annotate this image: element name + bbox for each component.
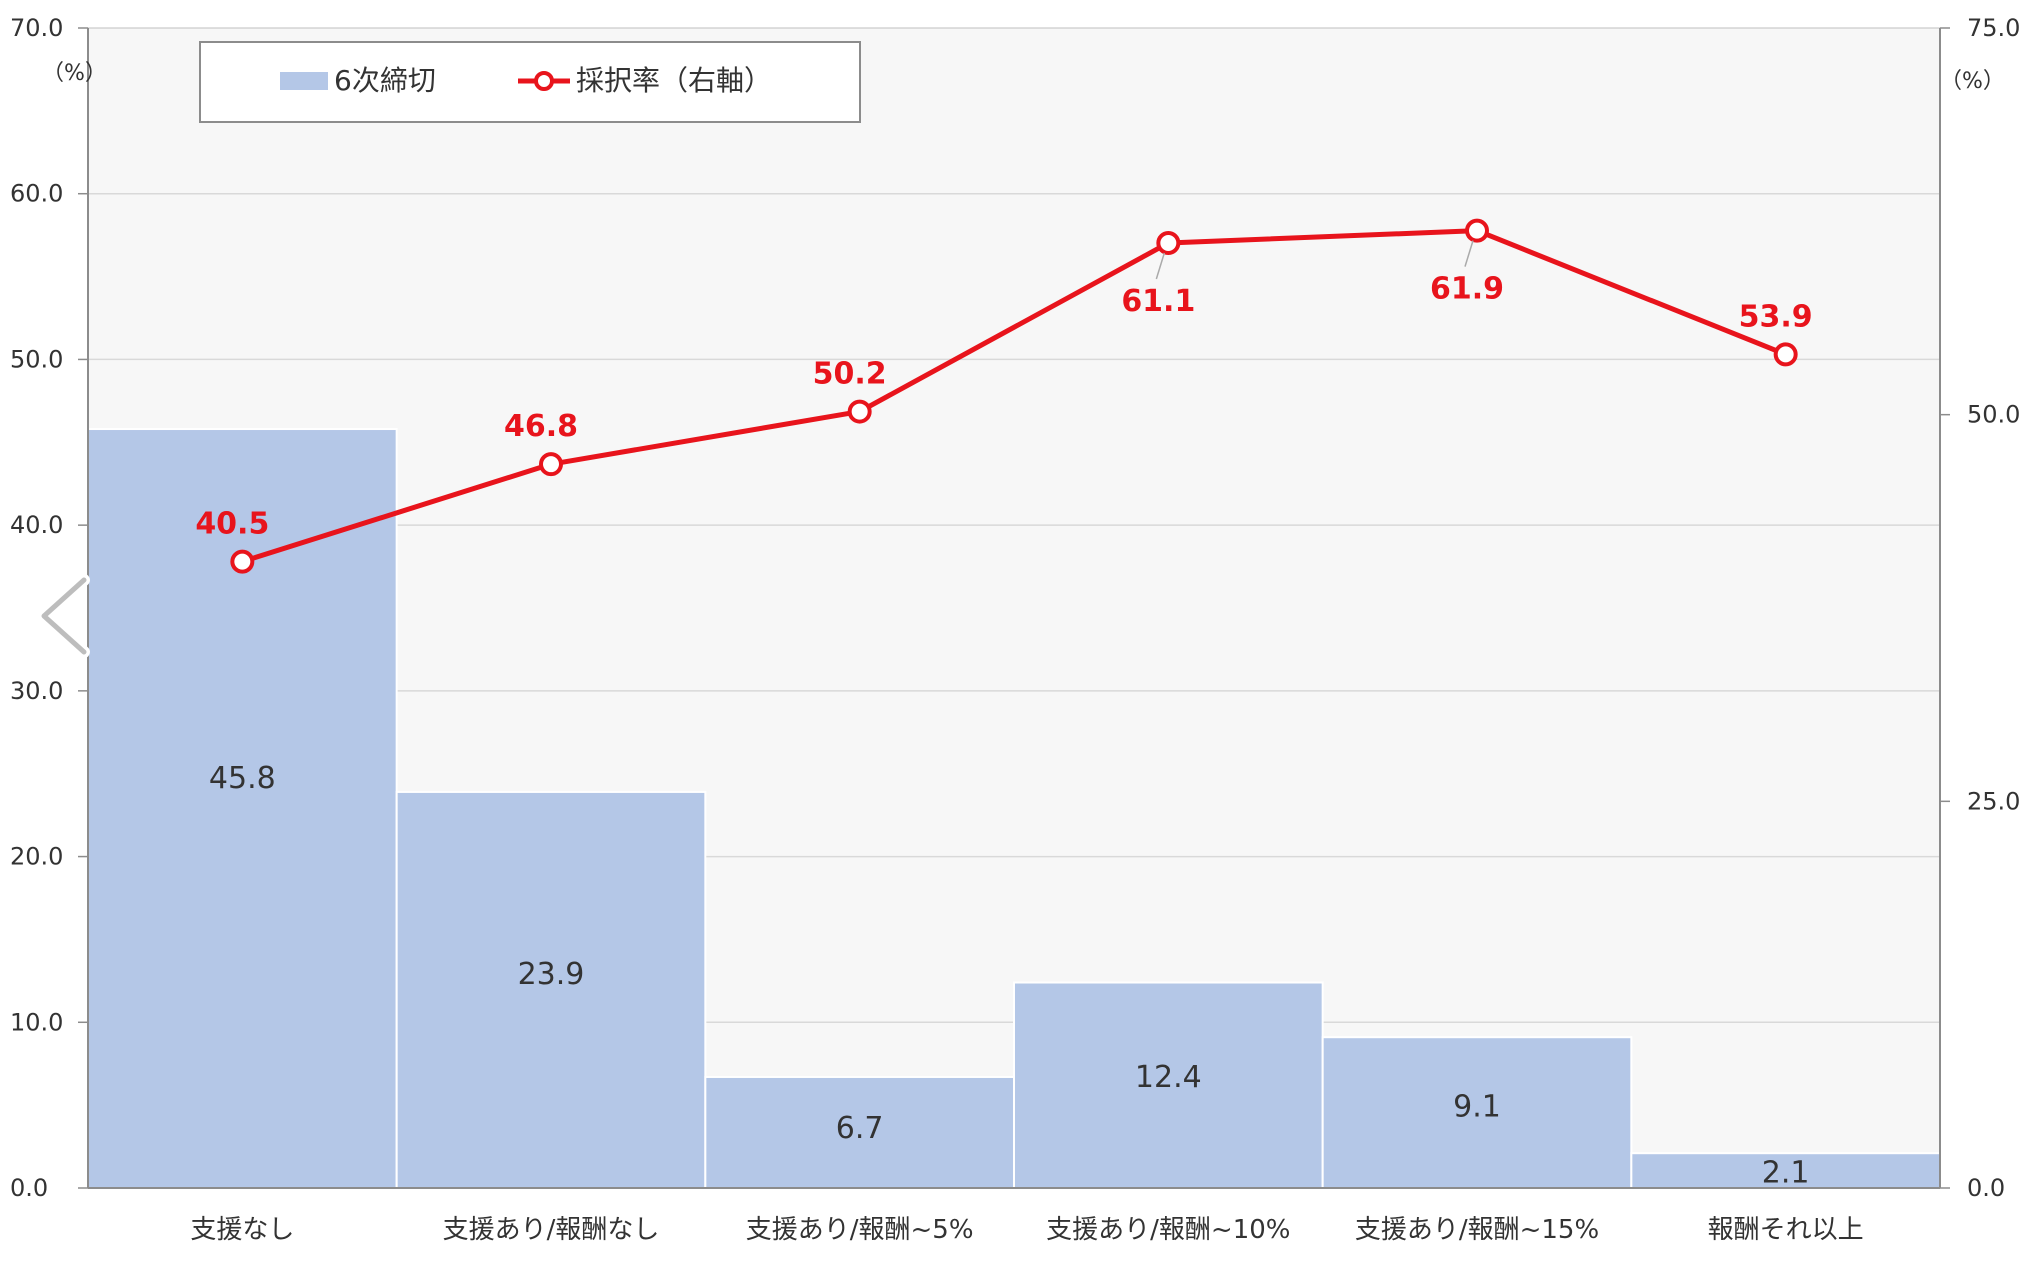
- legend: 6次締切 採択率（右軸）: [199, 41, 861, 123]
- line-series: [230, 218, 1798, 574]
- bar-value-label: 45.8: [209, 761, 276, 796]
- rate-point: [1465, 218, 1489, 243]
- left-axis-unit: （%）: [42, 61, 107, 86]
- right-axis: 0.0 25.0 50.0 75.0: [1939, 14, 2020, 1202]
- rate-value-label: 53.9: [1739, 299, 1813, 334]
- rate-point: [1773, 342, 1798, 367]
- right-tick-label: 25.0: [1967, 787, 2020, 815]
- rate-value-label: 50.2: [813, 357, 887, 392]
- right-axis-unit: （%）: [1940, 69, 2005, 94]
- bar: [1630, 1152, 1942, 1189]
- label-leader-line: [1464, 240, 1474, 267]
- bar-value-label: 9.1: [1453, 1090, 1501, 1125]
- left-tick-label: 70.0: [10, 14, 63, 42]
- rate-value-label: 46.8: [504, 409, 578, 444]
- rate-point: [847, 399, 872, 424]
- rate-line: [241, 228, 1787, 564]
- legend-line-marker: [534, 71, 554, 91]
- label-leader-line: [1155, 252, 1166, 280]
- bar: [87, 428, 398, 1189]
- line-data-labels: 40.5 46.8 50.2 61.1 61.9 53.9: [195, 240, 1813, 542]
- left-tick-label: 10.0: [10, 1008, 63, 1036]
- right-tick-label: 0.0: [1967, 1174, 2005, 1202]
- rate-point: [539, 452, 563, 477]
- category-axis: 支援なし 支援あり/報酬なし 支援あり/報酬~5% 支援あり/報酬~10% 支援あり/報…: [88, 1187, 1940, 1245]
- right-tick-label: 75.0: [1967, 14, 2020, 42]
- left-tick-label: 30.0: [10, 677, 63, 705]
- rate-point: [230, 549, 255, 574]
- left-axis: 0.0 10.0 20.0 30.0 40.0 50.0 60.0 70.0: [10, 14, 89, 1202]
- category-label: 支援あり/報酬~10%: [1046, 1215, 1290, 1245]
- bar-value-label: 2.1: [1762, 1156, 1810, 1191]
- left-tick-label: 50.0: [10, 345, 63, 373]
- right-tick-label: 50.0: [1967, 401, 2020, 429]
- bar: [395, 790, 707, 1189]
- legend-line-label: 採択率（右軸）: [576, 64, 772, 97]
- category-label: 支援あり/報酬~5%: [746, 1215, 974, 1245]
- bar-value-label: 12.4: [1135, 1060, 1202, 1095]
- bar-value-label: 23.9: [518, 957, 585, 992]
- left-tick-label: 0.0: [10, 1174, 48, 1202]
- rate-value-label: 40.5: [195, 507, 269, 542]
- chevron-left-icon[interactable]: [38, 574, 90, 658]
- category-label: 支援あり/報酬なし: [443, 1215, 660, 1245]
- rate-value-label: 61.1: [1121, 284, 1195, 319]
- category-label: 支援あり/報酬~15%: [1355, 1215, 1599, 1245]
- left-tick-label: 20.0: [10, 843, 63, 871]
- bar: [1321, 1036, 1633, 1189]
- left-tick-label: 60.0: [10, 180, 63, 208]
- legend-bar-swatch: [280, 72, 328, 90]
- left-tick-label: 40.0: [10, 511, 63, 539]
- bar-series: [87, 428, 1942, 1190]
- bar-value-label: 6.7: [836, 1111, 884, 1146]
- category-label: 支援なし: [190, 1215, 294, 1245]
- bar-data-labels: 45.8 23.9 6.7 12.4 9.1 2.1: [209, 761, 1810, 1190]
- bar: [1013, 981, 1324, 1189]
- legend-bar-label: 6次締切: [334, 64, 436, 97]
- rate-value-label: 61.9: [1430, 272, 1504, 307]
- bar: [704, 1075, 1015, 1190]
- category-label: 報酬それ以上: [1708, 1215, 1864, 1245]
- rate-point: [1156, 230, 1181, 255]
